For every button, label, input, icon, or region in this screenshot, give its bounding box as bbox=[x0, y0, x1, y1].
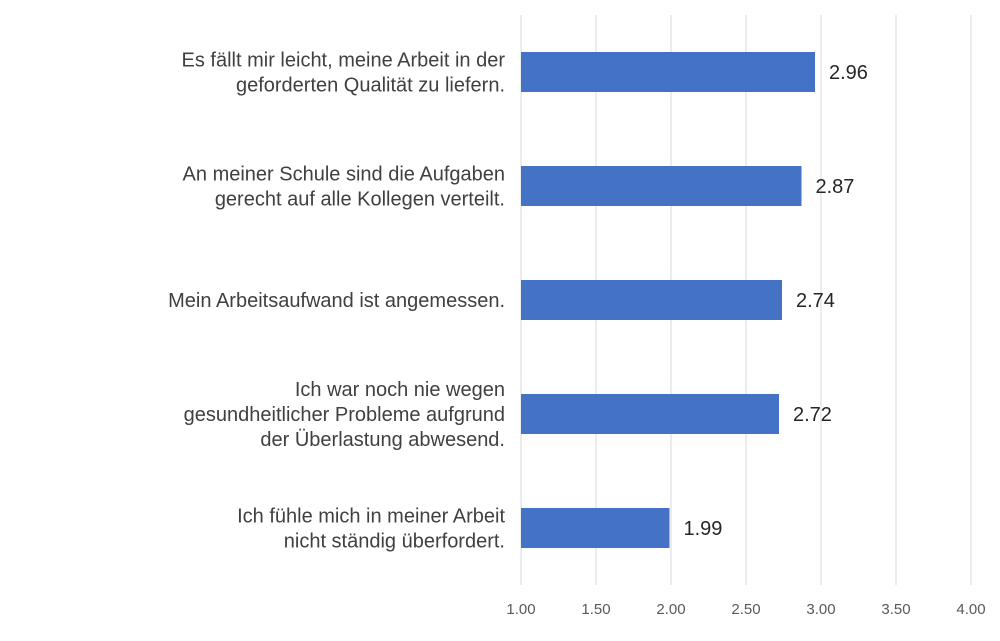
category-label: gerecht auf alle Kollegen verteilt. bbox=[215, 189, 505, 211]
x-tick-label: 3.00 bbox=[806, 601, 835, 618]
category-label: geforderten Qualität zu liefern. bbox=[236, 75, 505, 97]
data-label: 2.96 bbox=[829, 62, 868, 84]
category-label: Ich fühle mich in meiner Arbeit bbox=[237, 506, 505, 528]
category-label: Ich war noch nie wegen bbox=[295, 379, 505, 401]
data-label: 2.87 bbox=[816, 176, 855, 198]
bar bbox=[521, 508, 670, 548]
x-tick-label: 1.50 bbox=[581, 601, 610, 618]
x-tick-label: 2.00 bbox=[656, 601, 685, 618]
category-label: Mein Arbeitsaufwand ist angemessen. bbox=[168, 290, 505, 312]
category-label: An meiner Schule sind die Aufgaben bbox=[183, 164, 505, 186]
x-tick-label: 4.00 bbox=[956, 601, 985, 618]
bar bbox=[521, 280, 782, 320]
category-label: nicht ständig überfordert. bbox=[284, 531, 505, 553]
bar bbox=[521, 52, 815, 92]
category-label: gesundheitlicher Probleme aufgrund bbox=[184, 404, 505, 426]
x-tick-label: 3.50 bbox=[881, 601, 910, 618]
bar bbox=[521, 166, 802, 206]
bar bbox=[521, 394, 779, 434]
x-tick-label: 2.50 bbox=[731, 601, 760, 618]
data-label: 2.72 bbox=[793, 404, 832, 426]
x-tick-label: 1.00 bbox=[506, 601, 535, 618]
data-label: 2.74 bbox=[796, 290, 835, 312]
category-label: Es fällt mir leicht, meine Arbeit in der bbox=[182, 50, 506, 72]
data-label: 1.99 bbox=[684, 518, 723, 540]
category-label: der Überlastung abwesend. bbox=[260, 429, 505, 451]
